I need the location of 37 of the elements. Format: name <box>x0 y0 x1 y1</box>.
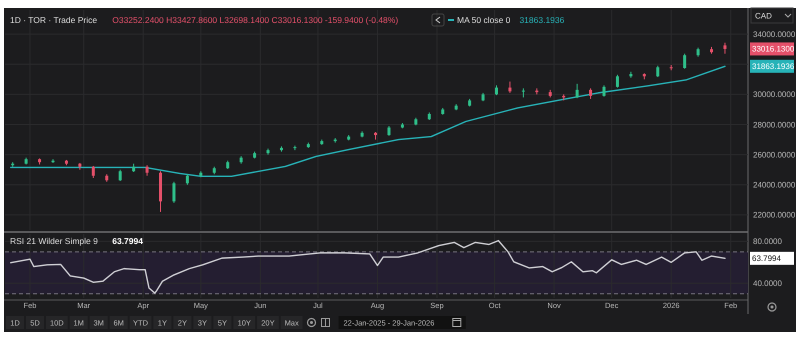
y-tick-label: 30000.0000 <box>753 90 796 100</box>
text: 33016.1300 <box>752 44 795 54</box>
candlestick <box>656 65 660 78</box>
line-series <box>10 66 726 178</box>
candlestick <box>602 84 606 98</box>
text: 63.7994 <box>752 254 782 264</box>
y-tick-label: 26000.0000 <box>753 150 796 160</box>
candlestick <box>92 165 95 179</box>
candlestick <box>576 83 579 99</box>
text: CAD <box>755 12 772 20</box>
candlestick <box>616 74 619 88</box>
y-tick-label: 40.0000 <box>753 279 782 288</box>
y-tick-label: 80.0000 <box>753 237 782 246</box>
y-tick-label: 22000.0000 <box>753 210 796 220</box>
annotation: 63.7994 <box>112 236 144 246</box>
candlestick <box>172 181 176 204</box>
candlestick <box>522 88 525 98</box>
candlestick <box>118 169 122 182</box>
candlestick <box>186 174 189 186</box>
y-tick-label: 28000.0000 <box>753 120 796 130</box>
candlestick <box>696 47 700 58</box>
candlestick <box>387 126 390 136</box>
line-series <box>10 240 726 294</box>
candlestick <box>683 53 686 70</box>
legend-label: MA 50 close 0 <box>457 15 511 25</box>
chart-title: RSI 21 Wilder Simple 9 <box>10 236 98 246</box>
y-tick-label: 24000.0000 <box>753 180 796 190</box>
candlestick <box>494 84 498 96</box>
annotation: 31863.1936 <box>519 15 565 25</box>
candlestick <box>723 42 726 54</box>
y-tick-label: 34000.0000 <box>753 30 796 39</box>
text: 1D · TOR · Trade Price <box>10 15 98 25</box>
candlestick <box>146 164 149 176</box>
text: O33252.2400 H33427.8600 L32698.1400 C33016.1300 -159.9400 (-0.48%) <box>112 15 398 25</box>
text: 31863.1936 <box>752 62 795 72</box>
candlestick <box>589 88 592 100</box>
candlestick <box>508 81 512 94</box>
